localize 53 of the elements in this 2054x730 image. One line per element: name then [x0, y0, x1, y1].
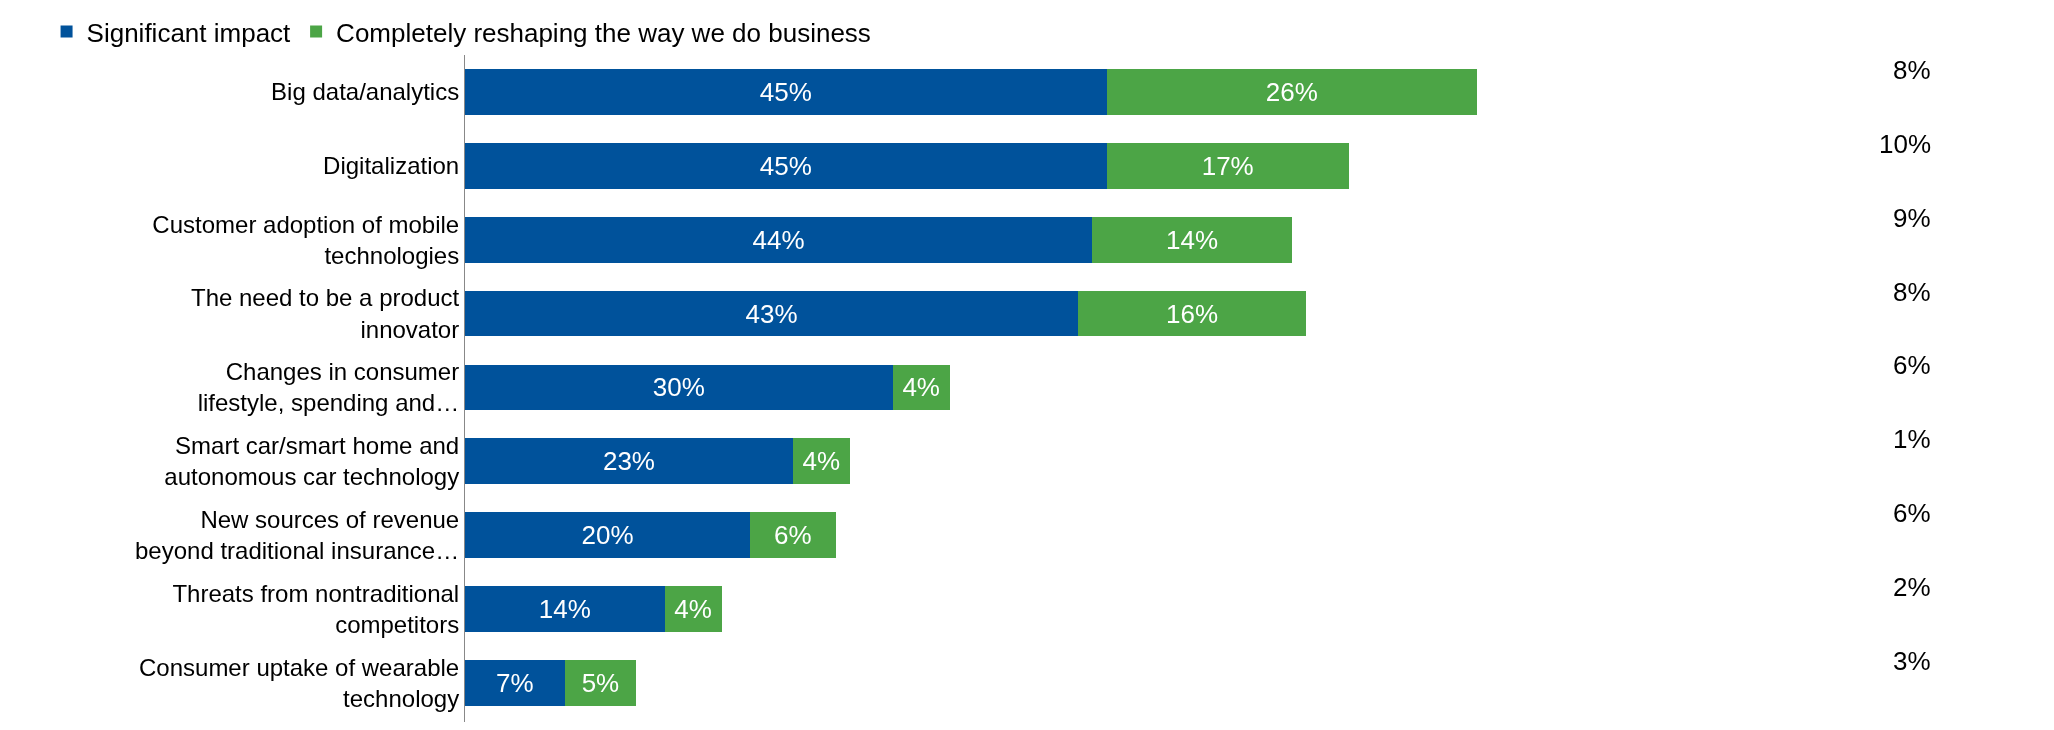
- data-label: 23%: [602, 446, 655, 477]
- legend-label: Significant impact: [86, 17, 292, 48]
- bar: [1106, 142, 1349, 189]
- data-label: 5%: [581, 668, 620, 698]
- text: 9%: [1893, 203, 1931, 233]
- y-tick-label: New sources of revenue beyond traditional insurance…: [135, 506, 460, 565]
- y-tick-label: Customer adoption of mobile technologies: [152, 210, 460, 269]
- text: 3%: [1893, 646, 1931, 676]
- data-label: 20%: [581, 520, 634, 551]
- data-label: 6%: [774, 520, 812, 551]
- data-label: 45%: [759, 150, 812, 181]
- data-label: 4%: [802, 446, 841, 477]
- bar: [750, 512, 836, 559]
- data-label: 45%: [759, 76, 812, 107]
- bar: [1078, 290, 1307, 337]
- bar: [465, 216, 1093, 263]
- bar: [564, 660, 637, 706]
- data-label: 7%: [496, 668, 534, 698]
- bar: [465, 512, 751, 559]
- bar: [1106, 69, 1478, 115]
- data-label: 30%: [652, 372, 705, 403]
- data-label: 43%: [745, 298, 798, 329]
- data-label: 14%: [1166, 224, 1219, 255]
- data-label: 16%: [1166, 298, 1219, 329]
- text: 6%: [1893, 350, 1931, 380]
- data-label: 4%: [674, 594, 712, 625]
- data-label: 26%: [1265, 76, 1318, 107]
- data-label: 17%: [1201, 150, 1254, 181]
- bar: [1092, 216, 1292, 263]
- text: 8%: [1893, 55, 1931, 85]
- text: 8%: [1893, 277, 1931, 307]
- y-tick-label: Big data/analytics: [271, 78, 460, 106]
- text: 10%: [1879, 129, 1932, 159]
- y-tick-label: Consumer uptake of wearable technology: [139, 653, 460, 712]
- text: 6%: [1893, 498, 1931, 528]
- bar: [465, 364, 893, 411]
- bar: [465, 660, 565, 706]
- y-tick-label: The need to be a product innovator: [191, 284, 460, 343]
- bar: [465, 69, 1107, 115]
- y-tick-label: Digitalization: [323, 152, 460, 180]
- text: 1%: [1893, 424, 1931, 454]
- data-label: 14%: [538, 594, 591, 625]
- data-label: 4%: [902, 372, 940, 403]
- bar: [465, 142, 1107, 189]
- y-tick-label: Threats from nontraditional competitors: [172, 579, 460, 639]
- bar: [465, 290, 1079, 337]
- data-label: 44%: [752, 224, 805, 255]
- bar: [465, 438, 793, 485]
- y-tick-label: Changes in consumer lifestyle, spending and…: [197, 358, 460, 417]
- bar: [465, 586, 665, 633]
- text: 2%: [1893, 572, 1931, 602]
- y-tick-label: Smart car/smart home and autonomous car technology: [164, 432, 460, 491]
- legend-label: Completely reshaping the way we do business: [336, 17, 871, 48]
